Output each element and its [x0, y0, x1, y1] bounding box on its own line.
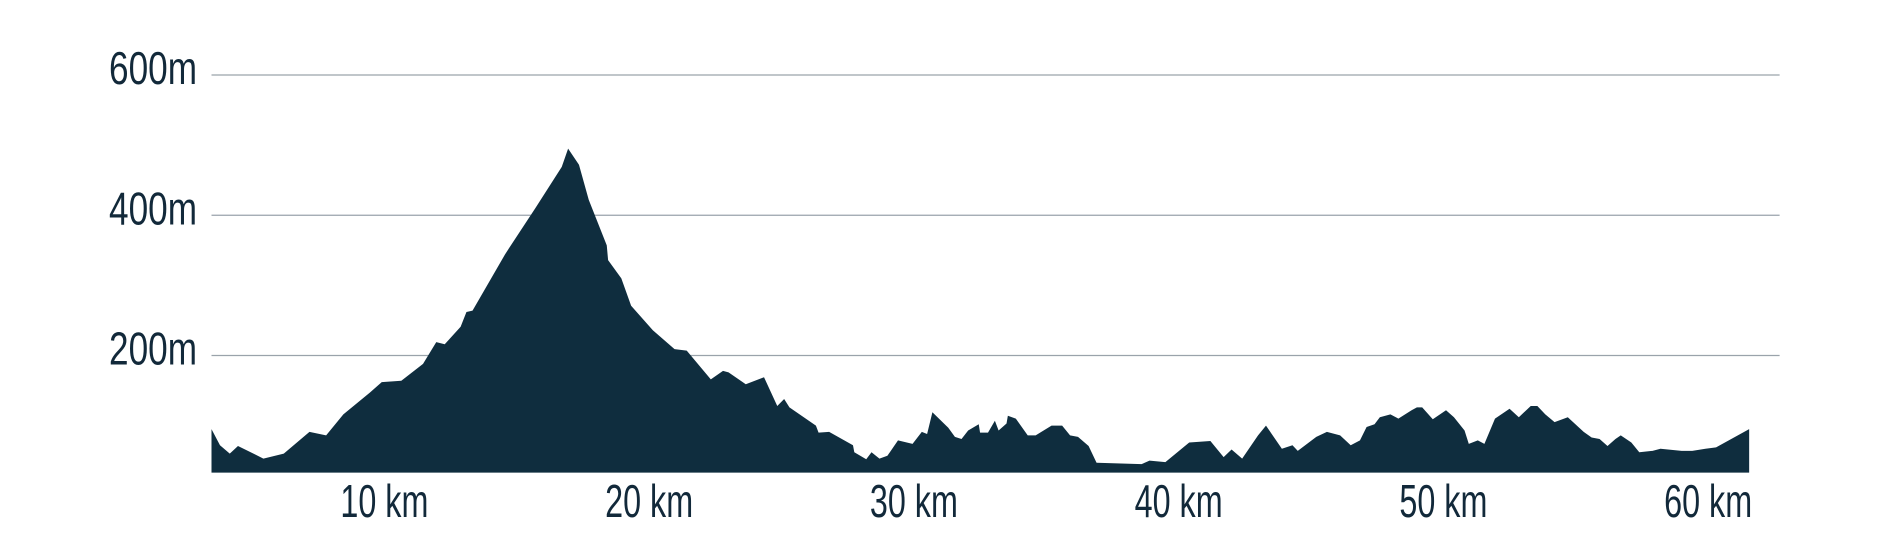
y-tick-label: 600m: [109, 42, 197, 94]
x-tick-label: 50 km: [1399, 475, 1487, 527]
x-tick-label: 10 km: [340, 475, 428, 527]
x-tick-label: 20 km: [605, 475, 693, 527]
elevation-area: [211, 148, 1750, 473]
y-tick-label: 200m: [109, 323, 197, 375]
x-tick-label: 60 km: [1664, 475, 1752, 527]
x-tick-label: 30 km: [870, 475, 958, 527]
y-tick-label: 400m: [109, 182, 197, 234]
x-tick-label: 40 km: [1135, 475, 1223, 527]
